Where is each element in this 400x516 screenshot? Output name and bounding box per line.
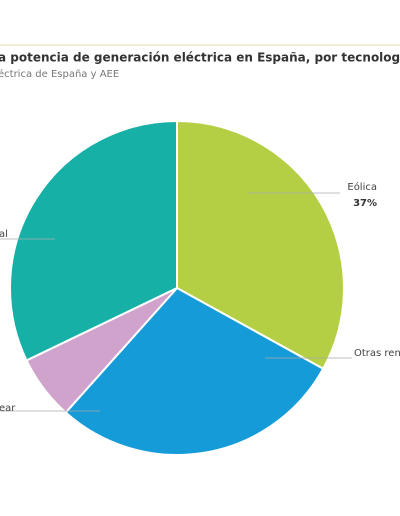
slice-label: al [0, 229, 8, 240]
pie-slice [176, 119, 345, 371]
slice-label: Eólica [347, 181, 377, 193]
pie [9, 119, 345, 456]
labels: Eólica 37% Otras ren ear al [0, 181, 400, 414]
slice-label: ear [0, 403, 16, 414]
pie-slice [64, 286, 325, 456]
chart-subtitle: éctrica de España y AEE [0, 68, 119, 80]
value-label: 37% [353, 198, 377, 209]
chart-title: a potencia de generación eléctrica en Es… [0, 51, 400, 65]
slice-label: Otras ren [354, 348, 400, 359]
pie-slice [9, 119, 178, 362]
